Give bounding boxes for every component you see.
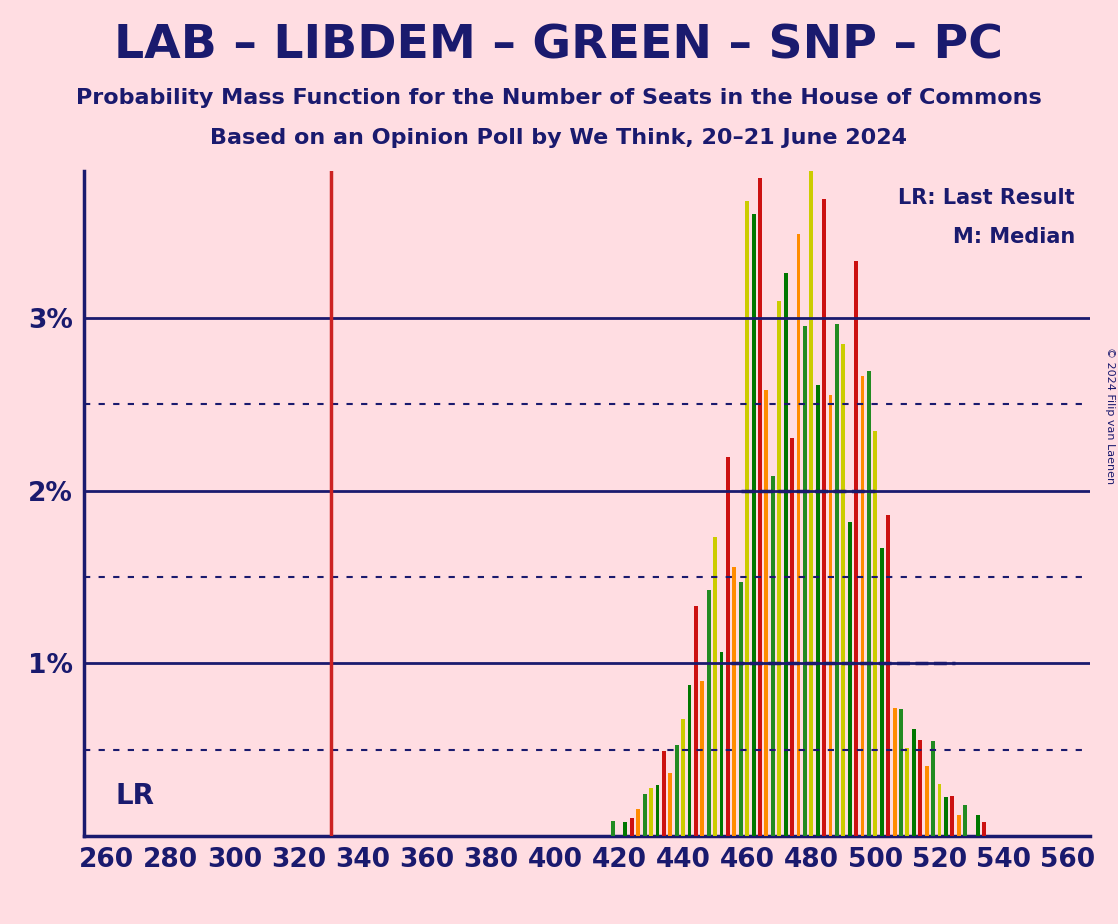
Bar xyxy=(983,822,986,836)
Bar xyxy=(784,273,787,836)
Bar xyxy=(700,681,704,836)
Bar xyxy=(835,323,838,836)
Bar xyxy=(675,745,679,836)
Text: LR: Last Result: LR: Last Result xyxy=(899,188,1074,208)
Bar xyxy=(796,234,800,836)
Bar xyxy=(643,795,646,836)
Bar xyxy=(751,214,756,836)
Bar xyxy=(868,371,871,836)
Bar xyxy=(669,773,672,836)
Bar xyxy=(629,818,634,836)
Bar xyxy=(790,438,794,836)
Bar xyxy=(610,821,615,836)
Bar xyxy=(732,567,737,836)
Bar xyxy=(873,432,878,836)
Bar xyxy=(726,456,730,836)
Bar xyxy=(655,785,660,836)
Bar xyxy=(809,28,813,836)
Bar xyxy=(816,385,819,836)
Text: M: Median: M: Median xyxy=(953,227,1074,248)
Bar xyxy=(694,605,698,836)
Bar xyxy=(765,390,768,836)
Text: LR: LR xyxy=(116,783,155,810)
Bar xyxy=(912,729,916,836)
Bar xyxy=(931,741,935,836)
Bar xyxy=(650,788,653,836)
Bar xyxy=(963,805,967,836)
Bar xyxy=(803,326,807,836)
Bar xyxy=(681,719,685,836)
Bar xyxy=(758,178,761,836)
Bar xyxy=(739,582,742,836)
Bar xyxy=(636,809,641,836)
Bar xyxy=(828,395,833,836)
Bar xyxy=(720,652,723,836)
Bar xyxy=(771,476,775,836)
Text: © 2024 Filip van Laenen: © 2024 Filip van Laenen xyxy=(1106,347,1115,484)
Text: Based on an Opinion Poll by We Think, 20–21 June 2024: Based on an Opinion Poll by We Think, 20… xyxy=(210,128,908,148)
Bar xyxy=(880,548,883,836)
Bar xyxy=(854,261,858,836)
Bar xyxy=(746,201,749,836)
Bar xyxy=(707,590,711,836)
Bar xyxy=(822,199,826,836)
Bar xyxy=(847,521,852,836)
Bar xyxy=(976,815,979,836)
Bar xyxy=(944,797,948,836)
Text: Probability Mass Function for the Number of Seats in the House of Commons: Probability Mass Function for the Number… xyxy=(76,88,1042,108)
Bar xyxy=(624,822,627,836)
Bar xyxy=(957,815,960,836)
Bar xyxy=(906,748,909,836)
Bar xyxy=(861,376,864,836)
Bar xyxy=(662,751,666,836)
Bar xyxy=(887,515,890,836)
Bar xyxy=(688,686,691,836)
Text: LAB – LIBDEM – GREEN – SNP – PC: LAB – LIBDEM – GREEN – SNP – PC xyxy=(114,23,1004,68)
Bar xyxy=(842,344,845,836)
Bar xyxy=(925,766,929,836)
Bar xyxy=(950,796,954,836)
Bar xyxy=(892,709,897,836)
Bar xyxy=(918,740,922,836)
Bar xyxy=(713,537,717,836)
Bar xyxy=(777,300,781,836)
Bar xyxy=(899,709,903,836)
Bar xyxy=(938,784,941,836)
